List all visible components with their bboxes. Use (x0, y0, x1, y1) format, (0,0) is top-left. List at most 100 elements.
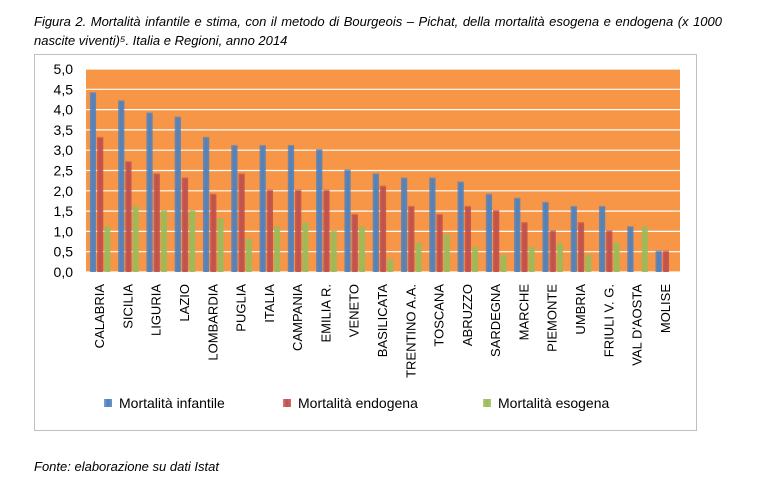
bar-top (96, 136, 104, 139)
bar (146, 113, 153, 272)
bar (500, 255, 507, 272)
bar-top (429, 177, 436, 180)
bar (655, 251, 662, 272)
x-tick-label: LOMBARDIA (205, 284, 220, 361)
x-tick-label: VENETO (347, 284, 362, 337)
bar-top (231, 144, 238, 147)
bar-top (500, 254, 507, 257)
bar (351, 215, 358, 272)
bar (89, 93, 97, 272)
y-tick-label: 2,0 (54, 183, 74, 199)
bar (429, 178, 436, 272)
bar-top (351, 213, 358, 216)
bar (181, 178, 189, 272)
bar (174, 117, 181, 272)
bar-top (436, 213, 443, 216)
bar (641, 227, 648, 272)
bar-top (202, 136, 210, 139)
bar-top (528, 246, 535, 249)
x-tick-label: PIEMONTE (545, 284, 560, 352)
figure-caption: Figura 2. Mortalità infantile e stima, c… (34, 14, 722, 48)
bar (344, 170, 351, 272)
bar-top (464, 205, 472, 208)
bar (457, 182, 464, 272)
bar-top (302, 222, 309, 224)
bar-top (316, 149, 323, 151)
bar-top (613, 242, 620, 244)
bar-top (181, 177, 189, 180)
x-axis-ticks: CALABRIA SICILIA LIGURIA LAZIO LOMBARDIA PUGL… (92, 284, 673, 378)
x-tick-label: SARDEGNA (488, 284, 503, 357)
bar (627, 227, 634, 272)
x-tick-label: LAZIO (177, 284, 192, 322)
bar (153, 174, 160, 272)
bar-top (471, 246, 479, 249)
bar (210, 194, 217, 272)
bar-top (104, 226, 111, 228)
legend-swatch (483, 399, 491, 407)
bar-top (598, 205, 606, 208)
bar (273, 227, 281, 272)
x-tick-label: LIGURIA (149, 284, 164, 336)
legend-label: Mortalità esogena (498, 395, 610, 411)
bar-top (577, 222, 585, 224)
bar (528, 247, 535, 272)
x-tick-label: PUGLIA (234, 284, 249, 332)
y-tick-label: 5,0 (54, 61, 74, 77)
bar (577, 223, 585, 272)
bar (287, 146, 295, 272)
bar-top (549, 230, 556, 232)
legend-swatch (104, 399, 112, 407)
bar (443, 235, 450, 272)
bar-top (287, 144, 295, 147)
bar-top (160, 209, 168, 212)
bar-top (245, 238, 252, 240)
bar (160, 211, 168, 272)
x-tick-label: FRIULI V. G. (601, 284, 616, 357)
bar (372, 174, 379, 272)
bar-top (457, 181, 464, 184)
bar (259, 146, 266, 272)
bars (89, 92, 670, 272)
bar (266, 190, 274, 272)
bar-top (514, 197, 521, 200)
y-tick-label: 0,0 (54, 264, 74, 280)
bar (542, 202, 549, 272)
bar (485, 194, 493, 272)
x-tick-label: SICILIA (120, 284, 135, 329)
bar (556, 243, 564, 272)
bar-top (585, 254, 592, 257)
bar-top (217, 218, 224, 220)
x-tick-label: ITALIA (262, 284, 277, 323)
bar (104, 227, 111, 272)
bar-top (118, 100, 125, 102)
bar-top (344, 169, 351, 171)
y-tick-label: 3,5 (54, 122, 74, 138)
bar-top (379, 185, 387, 188)
bar (514, 198, 521, 272)
bar-top (259, 144, 266, 147)
x-tick-label: MOLISE (658, 284, 673, 333)
bar-top (210, 193, 217, 196)
bar (316, 150, 323, 272)
y-tick-label: 4,5 (54, 81, 74, 97)
bar (662, 251, 670, 272)
bar-top (323, 189, 330, 192)
legend: Mortalità infantile Mortalità endogena Mor… (104, 395, 610, 411)
bar-top (372, 173, 379, 175)
x-tick-label: UMBRIA (573, 284, 588, 335)
bar (202, 138, 210, 272)
bar (358, 227, 366, 272)
bar-top (89, 92, 97, 94)
bar-top (358, 226, 366, 228)
bar-top (125, 161, 132, 163)
bar-top (294, 189, 302, 192)
x-tick-label: EMILIA R. (318, 284, 333, 343)
bar-top (189, 209, 196, 212)
bar (436, 215, 443, 272)
x-tick-label: CALABRIA (92, 284, 107, 349)
bar (132, 207, 139, 272)
bar (125, 162, 132, 272)
bar-top (132, 205, 139, 208)
bar-top (400, 177, 408, 180)
